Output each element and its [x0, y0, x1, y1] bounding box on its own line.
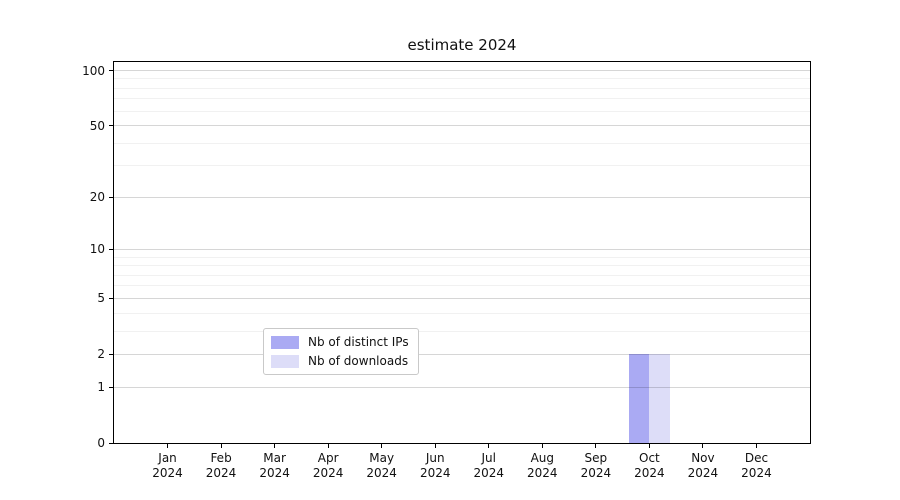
x-tick-mark [541, 444, 543, 448]
x-tick-label-month: Oct [639, 451, 660, 465]
legend-label-distinct-ips: Nb of distinct IPs [308, 335, 409, 349]
gridline-minor [114, 87, 810, 89]
x-tick-label-month: Apr [317, 451, 339, 465]
y-tick-mark [109, 196, 113, 198]
x-tick-label-year: 2024 [205, 466, 237, 480]
x-tick-mark [167, 444, 169, 448]
x-tick-mark [381, 444, 383, 448]
legend-swatch-distinct-ips [271, 335, 299, 349]
gridline-minor [114, 98, 810, 100]
x-tick-label-month: Mar [263, 451, 286, 465]
gridline-minor [114, 142, 810, 144]
bar-distinct-ips [628, 354, 650, 443]
x-tick-label: Feb 2024 [189, 451, 253, 481]
gridline-minor [114, 78, 810, 80]
y-tick-mark [109, 297, 113, 299]
x-tick-label-year: 2024 [741, 466, 772, 480]
legend-label-downloads: Nb of downloads [308, 354, 409, 368]
x-tick-label: Jun 2024 [403, 451, 467, 481]
x-tick-mark [220, 444, 222, 448]
x-tick-label: Oct 2024 [617, 451, 681, 481]
y-tick-label: 5 [97, 291, 105, 306]
y-tick-label: 1 [97, 380, 105, 395]
y-tick-label: 0 [97, 436, 105, 450]
x-tick-label-month: Sep [584, 451, 608, 465]
y-tick-mark [109, 386, 113, 388]
x-tick-label-month: May [369, 451, 395, 465]
x-tick-mark [755, 444, 757, 448]
x-tick-label-month: Dec [744, 451, 769, 465]
x-tick-label-year: 2024 [527, 466, 558, 480]
x-tick-label: Apr 2024 [296, 451, 360, 481]
gridline-minor [114, 265, 810, 267]
legend-item-distinct-ips: Nb of distinct IPs [271, 335, 409, 349]
x-tick-label: Jul 2024 [457, 451, 521, 481]
x-tick-label-month: Nov [691, 451, 715, 465]
gridline-minor [114, 285, 810, 287]
gridline-major [114, 196, 810, 198]
x-tick-mark [327, 444, 329, 448]
gridline-major [114, 297, 810, 299]
gridline-minor [114, 274, 810, 276]
x-tick-label-year: 2024 [312, 466, 344, 480]
x-tick-label-year: 2024 [366, 466, 397, 480]
x-tick-label-year: 2024 [580, 466, 612, 480]
x-tick-label: Sep 2024 [564, 451, 628, 481]
x-tick-mark [274, 444, 276, 448]
x-tick-mark [648, 444, 650, 448]
x-tick-label-month: Jul [481, 451, 496, 465]
x-tick-label-year: 2024 [473, 466, 505, 480]
y-tick-mark [109, 248, 113, 250]
x-tick-label: May 2024 [350, 451, 414, 481]
x-tick-label-year: 2024 [419, 466, 451, 480]
x-tick-mark [595, 444, 597, 448]
x-tick-label: Nov 2024 [671, 451, 735, 481]
x-tick-label-month: Jun [425, 451, 445, 465]
y-tick-mark [109, 125, 113, 127]
legend: Nb of distinct IPs Nb of downloads [263, 328, 419, 375]
gridline-major [114, 70, 810, 71]
x-tick-mark [488, 444, 490, 448]
gridline-minor [114, 256, 810, 258]
x-tick-label-year: 2024 [152, 466, 183, 480]
y-tick-mark [109, 353, 113, 355]
y-tick-label: 100 [82, 63, 105, 78]
plot-area: 0 1 2 5 10 20 50 100 Jan 2024 Feb 2024 Mar 2024 Apr 202… [82, 61, 811, 480]
gridline-major [114, 386, 810, 388]
bar-downloads [649, 354, 670, 443]
gridline-minor [114, 165, 810, 167]
y-tick-label: 50 [89, 118, 105, 133]
x-tick-label-month: Jan [158, 451, 177, 465]
legend-item-downloads: Nb of downloads [271, 354, 409, 368]
gridline-major [114, 248, 810, 250]
x-tick-mark [702, 444, 704, 448]
x-tick-label: Dec 2024 [724, 451, 788, 481]
gridline-minor [114, 330, 810, 332]
chart-title: estimate 2024 [407, 36, 517, 54]
y-tick-mark [109, 70, 113, 71]
x-tick-label: Aug 2024 [510, 451, 574, 481]
gridline-minor [114, 110, 810, 112]
y-tick-label: 10 [89, 242, 105, 257]
y-tick-label: 20 [89, 190, 105, 205]
gridline-major [114, 353, 810, 355]
x-tick-label-month: Feb [210, 451, 232, 465]
y-tick-mark [109, 442, 113, 444]
x-tick-label: Jan 2024 [136, 451, 200, 481]
y-tick-label: 2 [97, 347, 105, 362]
x-tick-label-month: Aug [530, 451, 555, 465]
x-tick-label-year: 2024 [634, 466, 665, 480]
gridline-minor [114, 312, 810, 314]
x-tick-label-year: 2024 [259, 466, 290, 480]
x-tick-label: Mar 2024 [243, 451, 307, 481]
gridline-major [114, 125, 810, 127]
x-tick-label-year: 2024 [687, 466, 719, 480]
x-tick-mark [434, 444, 436, 448]
legend-swatch-downloads [271, 354, 299, 368]
